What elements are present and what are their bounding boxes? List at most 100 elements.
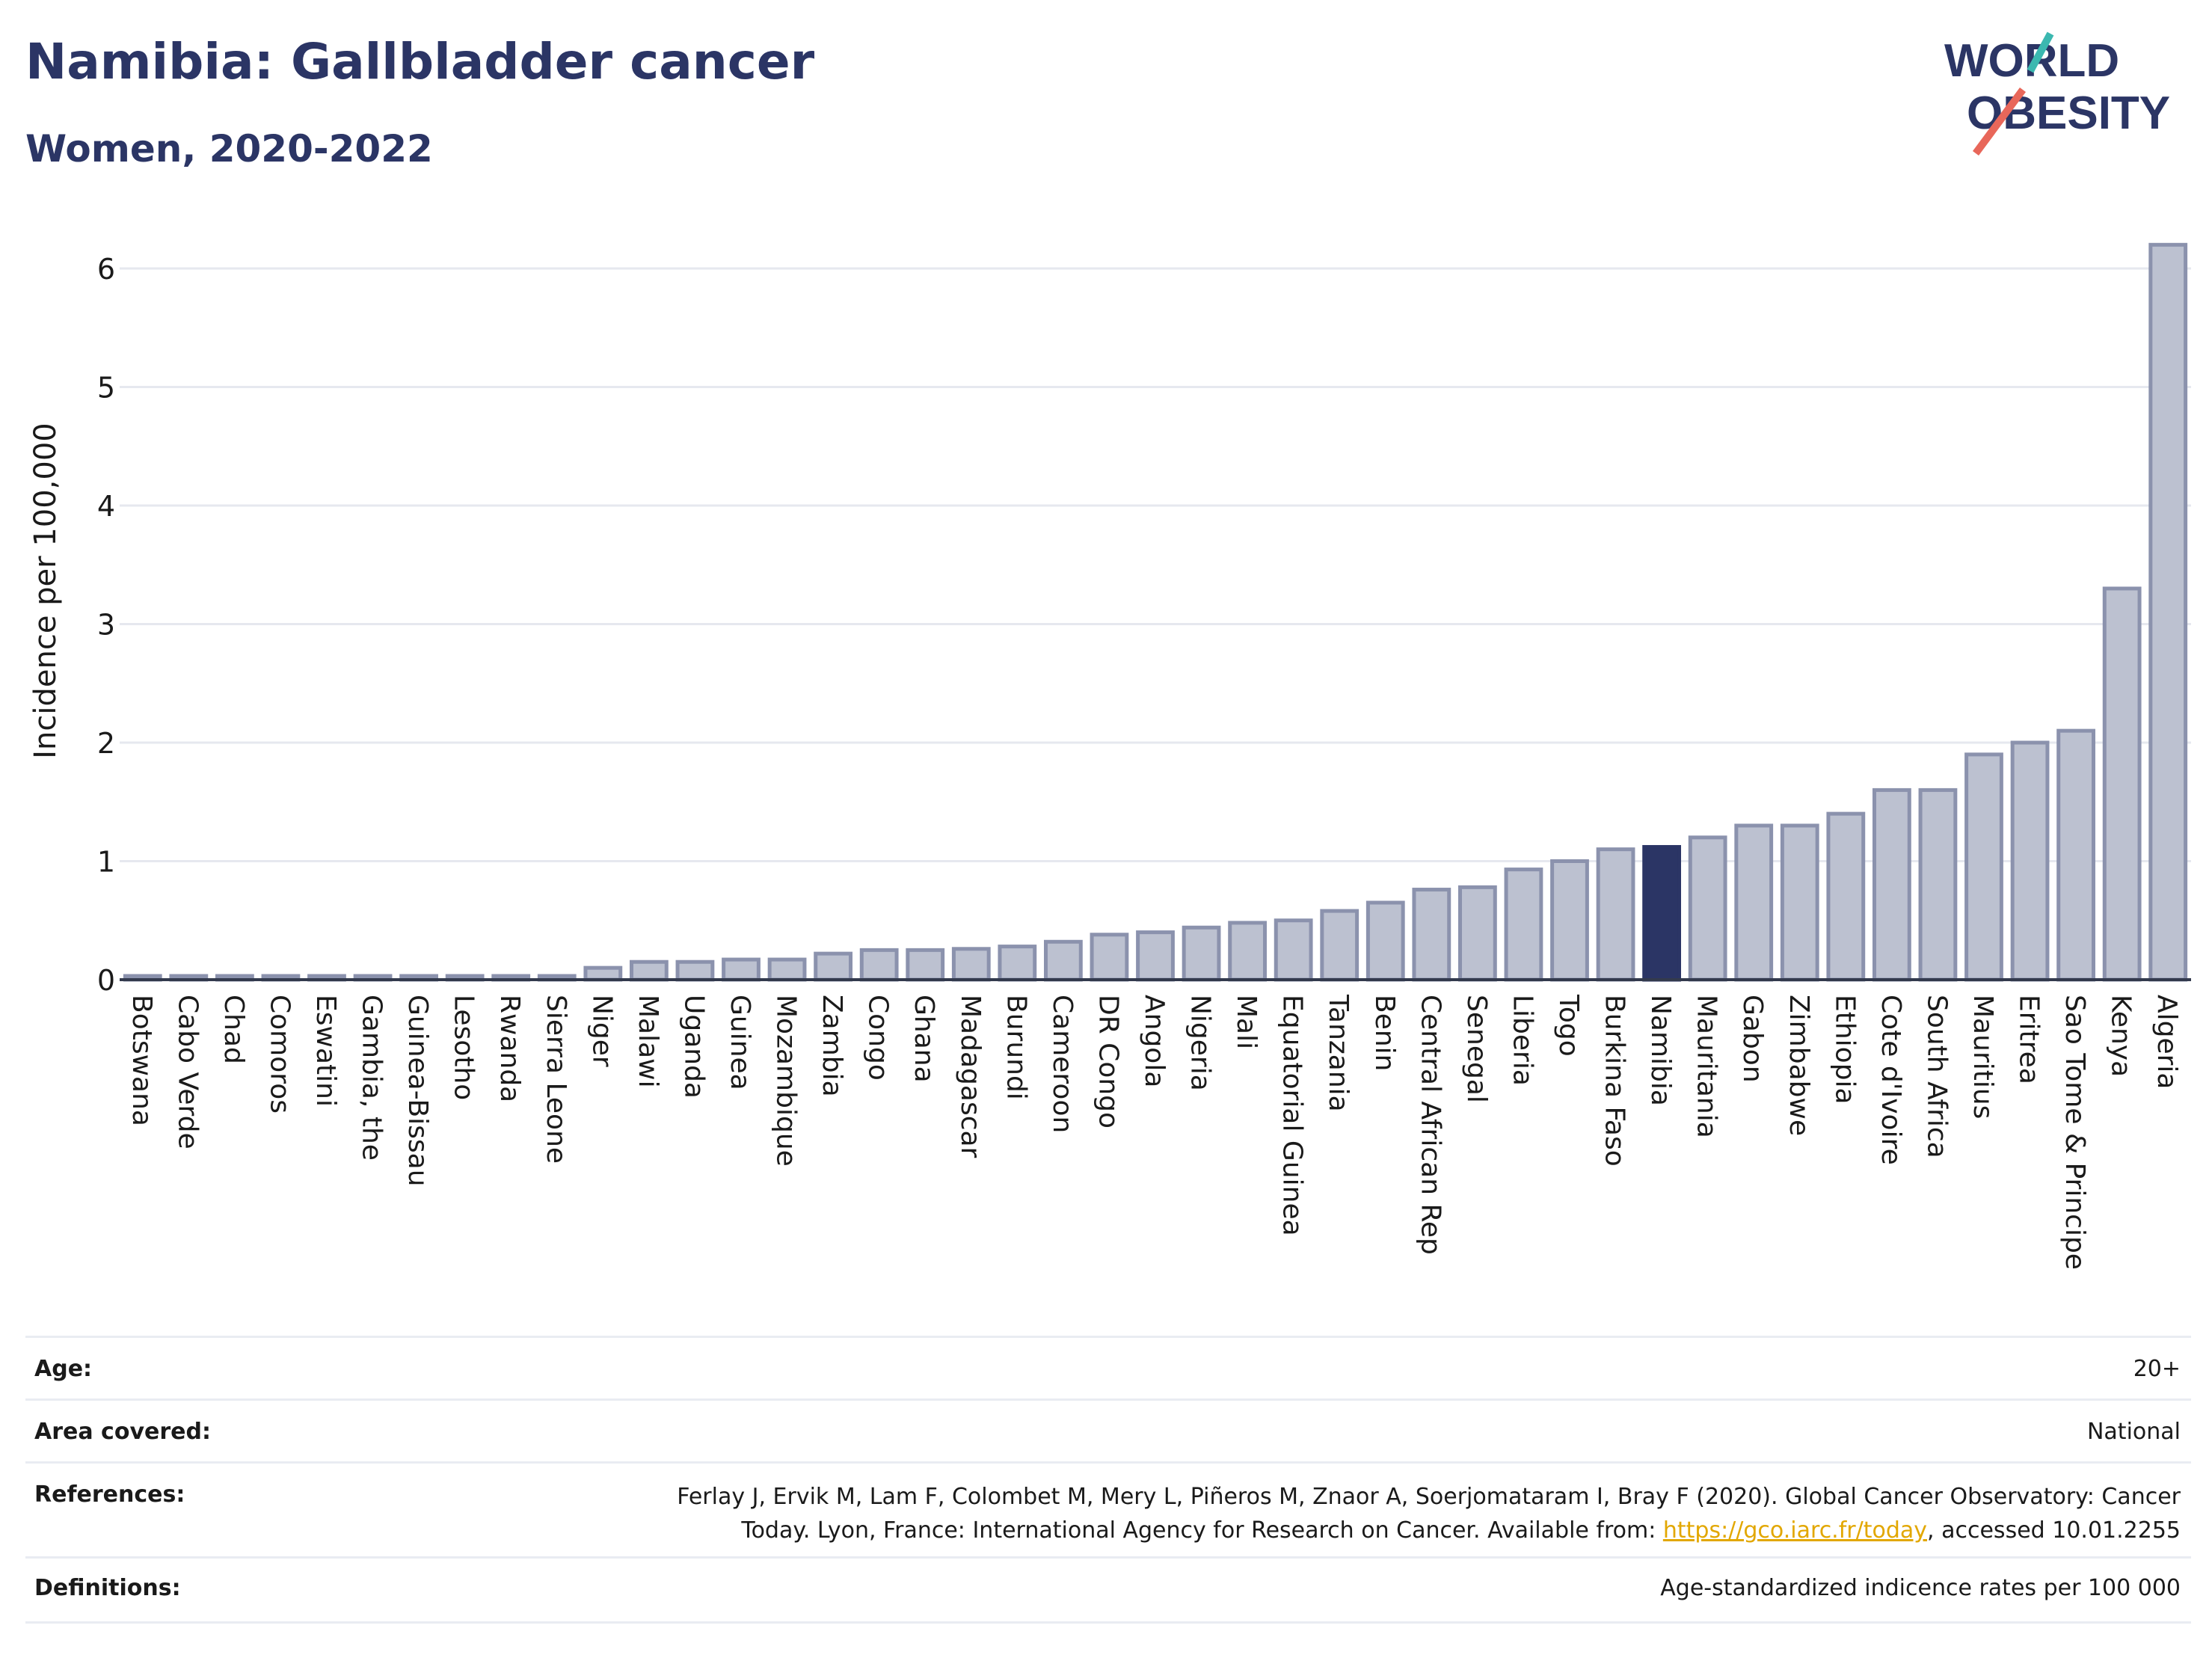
x-tick-label: Zambia — [817, 995, 847, 1097]
bar-mozambique — [767, 957, 807, 982]
info-row-definitions: Definitions: Age-standardized indicence … — [25, 1556, 2191, 1624]
references-link[interactable]: https://gco.iarc.fr/today — [1662, 1517, 1928, 1544]
bar-uganda — [675, 959, 715, 982]
x-tick-label: Botswana — [126, 995, 157, 1126]
bar-niger — [583, 965, 623, 982]
area-value: National — [2086, 1419, 2181, 1445]
logo-line2: OBESITY — [1967, 87, 2170, 139]
references-line3: , accessed 10.01.2255 — [1927, 1517, 2181, 1544]
x-tick-label: Guinea-Bissau — [402, 995, 433, 1187]
world-obesity-logo: WORLD OBESITY — [1944, 31, 2170, 156]
x-tick-label: Mozambique — [771, 995, 802, 1167]
bar-nigeria — [1182, 925, 1221, 982]
bar-mauritania — [1688, 835, 1727, 982]
y-axis-label: Incidence per 100,000 — [28, 423, 63, 759]
bar-cameroon — [1043, 939, 1083, 982]
y-tick-label: 1 — [97, 846, 115, 879]
bar-sao-tome-principe — [2056, 728, 2096, 982]
x-tick-label: Madagascar — [955, 995, 986, 1158]
x-tick-label: Kenya — [2106, 995, 2136, 1077]
x-tick-label: Comoros — [264, 995, 295, 1114]
bar-kenya — [2102, 586, 2142, 982]
bar-senegal — [1457, 885, 1497, 982]
x-tick-label: Ghana — [909, 995, 939, 1083]
x-tick-label: Togo — [1553, 994, 1584, 1057]
x-tick-label: Cote d'Ivoire — [1875, 995, 1906, 1165]
x-tick-label: Cameroon — [1047, 995, 1078, 1133]
x-tick-label: Malawi — [633, 995, 663, 1088]
x-tick-label: Liberia — [1507, 995, 1537, 1086]
bar-ethiopia — [1826, 811, 1866, 982]
bar-dr-congo — [1090, 933, 1129, 982]
bar-burkina-faso — [1596, 847, 1635, 982]
age-label: Age: — [34, 1356, 93, 1382]
x-tick-label: Equatorial Guinea — [1277, 995, 1308, 1236]
y-tick-label: 6 — [97, 253, 115, 286]
x-tick-label: Benin — [1369, 995, 1400, 1071]
x-tick-label: Eritrea — [2014, 995, 2044, 1084]
y-tick-label: 5 — [97, 372, 115, 405]
x-tick-label: Congo — [863, 995, 894, 1081]
y-tick-label: 2 — [97, 727, 115, 760]
x-tick-label: Central African Rep — [1415, 995, 1446, 1255]
x-tick-label: Uganda — [678, 995, 709, 1099]
x-tick-label: Ethiopia — [1829, 995, 1860, 1105]
x-tick-label: Gambia, the — [357, 995, 387, 1161]
bar-eritrea — [2010, 740, 2050, 982]
x-tick-label: Rwanda — [494, 995, 525, 1102]
x-tick-label: Lesotho — [449, 995, 479, 1100]
x-tick-label: Sao Tome & Principe — [2059, 995, 2090, 1270]
area-label: Area covered: — [34, 1419, 211, 1445]
x-tick-labels: Botswana Cabo Verde Chad Comoros Eswatini Gam… — [126, 994, 2182, 1270]
bar-angola — [1136, 930, 1175, 982]
x-tick-label: Burundi — [1001, 995, 1031, 1100]
x-tick-label: Tanzania — [1323, 994, 1354, 1112]
info-row-age: Age: 20+ — [25, 1336, 2191, 1398]
x-tick-label: Sierra Leone — [541, 995, 571, 1164]
references-label: References: — [34, 1481, 185, 1508]
bar-liberia — [1504, 868, 1543, 982]
bar-mauritius — [1964, 752, 2003, 982]
x-tick-label: Chad — [218, 995, 249, 1064]
bar-cote-d-ivoire — [1872, 787, 1911, 982]
x-tick-label: DR Congo — [1093, 995, 1123, 1129]
bar-zambia — [814, 951, 853, 982]
y-tick-label: 4 — [97, 490, 115, 523]
bar-namibia — [1642, 844, 1682, 982]
y-tick-label: 0 — [97, 964, 115, 997]
bar-zimbabwe — [1780, 823, 1819, 982]
bar-gabon — [1734, 823, 1774, 982]
definitions-value: Age-standardized indicence rates per 100… — [1660, 1575, 2181, 1601]
chart-subtitle: Women, 2020-2022 — [25, 127, 433, 171]
references-line2: Today. Lyon, France: International Agenc… — [741, 1517, 1663, 1544]
bar-ghana — [906, 948, 945, 982]
bar-chart: 0 1 2 3 4 5 6 Botswana Cabo Verde Chad Comoros Esw… — [28, 242, 2191, 1270]
bar-malawi — [629, 959, 669, 982]
chart-title: Namibia: Gallbladder cancer — [25, 33, 815, 90]
x-tick-label: Zimbabwe — [1784, 995, 1814, 1136]
bar-togo — [1550, 859, 1589, 982]
info-row-area: Area covered: National — [25, 1398, 2191, 1461]
info-table: Age: 20+ Area covered: National Referenc… — [25, 1336, 2191, 1624]
bar-algeria — [2148, 242, 2188, 982]
x-tick-label: Cabo Verde — [172, 995, 203, 1149]
x-tick-label: Guinea — [725, 995, 755, 1090]
references-line1: Ferlay J, Ervik M, Lam F, Colombet M, Me… — [677, 1484, 2181, 1510]
x-tick-label: Algeria — [2151, 995, 2182, 1090]
x-tick-label: Angola — [1139, 995, 1170, 1087]
x-tick-label: Namibia — [1645, 995, 1676, 1106]
definitions-label: Definitions: — [34, 1575, 181, 1601]
bar-burundi — [998, 945, 1037, 982]
x-tick-label: Niger — [586, 995, 617, 1067]
x-tick-label: Mali — [1231, 995, 1262, 1049]
x-tick-label: Mauritania — [1692, 995, 1722, 1138]
x-tick-label: Nigeria — [1185, 995, 1216, 1091]
x-tick-label: Gabon — [1737, 995, 1768, 1083]
bar-guinea — [722, 957, 761, 982]
info-row-references: References: Ferlay J, Ervik M, Lam F, Co… — [25, 1461, 2191, 1556]
bar-tanzania — [1320, 909, 1360, 982]
logo-slash-red — [1972, 87, 2027, 156]
bar-equatorial-guinea — [1274, 918, 1313, 982]
y-tick-label: 3 — [97, 609, 115, 642]
x-tick-label: Burkina Faso — [1600, 995, 1630, 1167]
